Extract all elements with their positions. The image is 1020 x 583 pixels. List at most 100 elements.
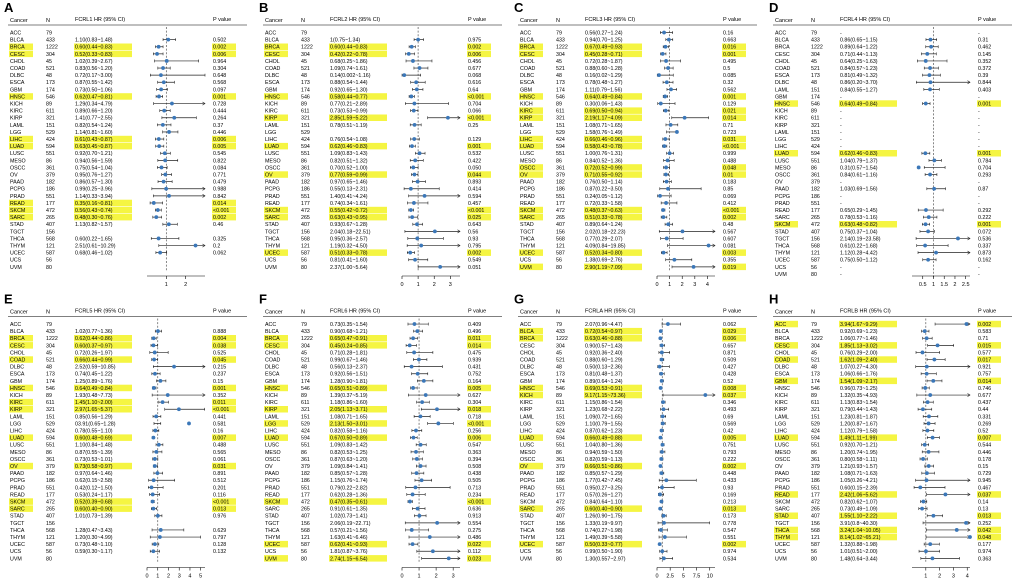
table-row: OV 379 0.66(0.51~0.86) 0.002 [519, 462, 746, 470]
hr-ci-text: 0.64(0.49~0.84) [840, 102, 878, 108]
highlight-hr [74, 93, 132, 100]
table-row: MESO 86 0.82(0.51~1.32) 0.422 [265, 158, 481, 164]
highlight-p [212, 462, 236, 470]
ci-arrow [202, 243, 206, 248]
header-p: P value [213, 17, 231, 23]
p-value: 0.48 [723, 222, 733, 228]
table-row: CHOL 45 0.92(0.36~2.40) 0.871 [520, 350, 736, 356]
hr-ci-text: 1.09(0.72~1.65) [585, 414, 623, 420]
cancer-label: SARC [520, 507, 535, 513]
cancer-label: PCPG [10, 187, 25, 193]
hr-ci-text: 1.08(0.71~1.65) [585, 123, 623, 129]
hr-ci-text: - [840, 31, 842, 37]
table-row: BLCA 433 0.94(0.70~1.25) 0.663 [520, 38, 736, 44]
sample-size: 182 [301, 471, 310, 477]
table-row: PCPG 186 0.55(0.13~2.31) 0.414 [265, 187, 481, 193]
highlight-hr [584, 164, 642, 171]
hr-point [417, 513, 422, 518]
hr-point [658, 329, 663, 334]
table-row: KICH 89 1.93(0.48~7.73) 0.352 [10, 393, 226, 399]
cancer-label: SARC [775, 507, 790, 513]
cancer-label: UVM [520, 265, 532, 271]
table-row: READ 177 0.35(0.16~0.81) 0.014 [9, 199, 236, 207]
table-row: UCEC 587 0.62(0.41~0.93) 0.022 [264, 540, 491, 548]
highlight-hr [329, 335, 387, 342]
hr-point [664, 236, 669, 241]
highlight-p [212, 50, 236, 58]
p-value: <0.001 [723, 208, 739, 214]
table-row: TGCT 156 [10, 521, 55, 527]
table-row: LGG 529 1.20(0.87~1.67) 0.269 [775, 421, 991, 427]
highlight-p [212, 335, 236, 342]
table-row: THYM 121 4.09(0.84~19.85) 0.081 [520, 244, 736, 250]
header-hr: FCRL5 HR (95% CI) [75, 309, 125, 315]
hr-ci-text: 0.88(0.60~1.28) [585, 66, 623, 72]
sample-size: 551 [46, 151, 55, 157]
cancer-label: ESCA [775, 372, 790, 378]
p-value: 0.025 [468, 215, 481, 221]
p-value: <0.001 [468, 500, 484, 506]
header-p: P value [723, 309, 741, 315]
hr-point [155, 208, 160, 212]
p-value: 0.016 [723, 45, 736, 51]
table-row: MESO 86 0.84(0.52~1.36) 0.488 [520, 158, 736, 164]
cancer-label: KIRP [520, 116, 533, 122]
table-row: LIHC 424 0.78(0.55~1.10) 0.16 [10, 429, 223, 435]
hr-ci-text: 1.28(0.90~1.81) [330, 379, 368, 385]
cancer-label: OSCC [10, 165, 25, 171]
p-value: 0.547 [468, 443, 481, 449]
hr-point [927, 414, 931, 419]
sample-size: 174 [46, 379, 55, 385]
p-value: 0.164 [468, 379, 481, 385]
sample-size: 186 [556, 478, 565, 484]
cancer-label: MESO [265, 450, 281, 456]
table-row: LUSC 551 0.92(0.70~1.21) 0.544 [775, 443, 991, 449]
highlight-hr [329, 434, 387, 441]
p-value: 0.031 [723, 137, 736, 143]
p-value: 0.002 [213, 215, 226, 221]
sample-size: 186 [811, 194, 820, 200]
cancer-label: KIRP [10, 116, 23, 122]
table-row: ESCA 173 0.74(0.45~1.22) 0.237 [10, 372, 226, 378]
p-value: 0.008 [723, 386, 736, 392]
sample-size: 156 [301, 229, 310, 235]
p-value: 0.577 [978, 350, 991, 356]
highlight-cancer [9, 142, 33, 150]
table-row: KIRP 321 2.05(1.13~3.71) 0.018 [264, 406, 491, 413]
highlight-p [212, 213, 236, 221]
sample-size: 587 [811, 258, 820, 264]
table-row: GBM 174- - [775, 94, 980, 100]
cancer-label: LIHC [775, 144, 787, 150]
sample-size: 182 [811, 187, 820, 193]
hr-point [659, 428, 664, 433]
table-row: TGCT 156 1.33(0.19~9.97) 0.778 [520, 521, 736, 527]
hr-ci-text: 1.15(0.86~1.54) [585, 400, 623, 406]
hr-point [931, 378, 936, 383]
table-row: BLCA 433 1.02(0.77~1.36) 0.888 [10, 329, 226, 335]
highlight-hr [74, 356, 132, 363]
sample-size: 587 [556, 542, 565, 548]
hr-ci-text: 2.74(1.15~6.54) [330, 556, 368, 562]
cancer-label: PRAD [520, 194, 535, 200]
x-tick-label: 2.5 [962, 282, 970, 288]
table-row: HNSC 546 0.69(0.53~0.91) 0.008 [519, 384, 746, 392]
cancer-label: OV [265, 173, 273, 179]
p-value: 0.627 [468, 393, 481, 399]
highlight-cancer [774, 377, 798, 385]
table-row: THCA 568 0.61(0.22~1.68) 0.337 [775, 244, 991, 250]
p-value: 0.337 [978, 244, 991, 250]
sample-size: 568 [556, 528, 565, 534]
cancer-label: LGG [10, 130, 21, 136]
hr-point [664, 179, 669, 184]
p-value: <0.001 [213, 407, 229, 413]
hr-ci-text: 0.76(0.50~1.14) [585, 180, 623, 186]
hr-point [659, 378, 664, 383]
table-row: PRAD 551 0.79(0.22~2.82) 0.713 [265, 485, 481, 491]
table-row: UCS 56 1.38(0.69~2.76) 0.355 [520, 258, 736, 264]
table-row: SARC 265 0.78(0.53~1.16) 0.222 [775, 215, 991, 221]
highlight-cancer [519, 213, 543, 221]
x-tick-label: 10 [707, 574, 713, 580]
cancer-label: UCEC [265, 251, 280, 257]
hr-point [928, 37, 933, 42]
highlight-p [467, 114, 491, 121]
